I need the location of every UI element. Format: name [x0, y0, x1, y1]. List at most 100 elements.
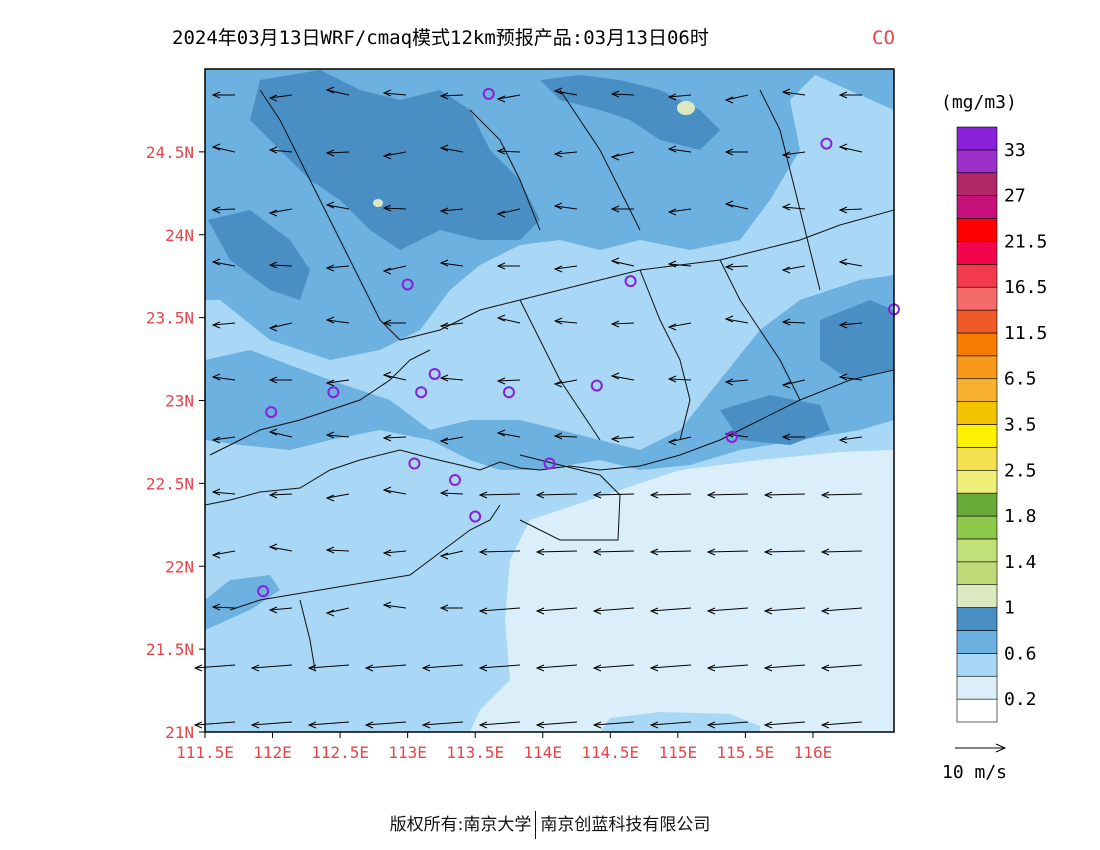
wind-vector [668, 322, 692, 328]
wind-vector-head [307, 721, 317, 729]
lon-tick-label: 115.5E [716, 743, 774, 762]
wind-vector [383, 207, 407, 210]
lat-tick-label: 23N [165, 392, 194, 411]
wind-vector-head [667, 208, 677, 216]
wind-vector [194, 664, 236, 669]
wind-vector [326, 607, 350, 614]
wind-vector [839, 208, 863, 211]
wind-vector [326, 89, 350, 96]
wind-vector [212, 261, 236, 267]
wind-vector [611, 93, 635, 96]
wind-vector-head [211, 603, 221, 611]
lat-tick-label: 23.5N [146, 309, 194, 328]
wind-vector [650, 493, 692, 496]
wind-vector-head [763, 607, 773, 615]
wind-vector-head [838, 91, 848, 99]
wind-vector [611, 260, 635, 267]
wind-vector [440, 262, 464, 267]
wind-vector-head [439, 144, 449, 152]
wind-vector-head [781, 266, 791, 274]
wind-vector [782, 91, 806, 96]
wind-vector-head [724, 263, 734, 271]
wind-vector-head [610, 372, 620, 380]
wind-vector-head [325, 609, 335, 617]
wind-vector-head [724, 378, 734, 386]
wind-vector-head [838, 373, 848, 381]
wind-vector-head [268, 606, 278, 614]
wind-vector-head [364, 664, 374, 672]
wind-vector-head [307, 664, 317, 672]
wind-vector-head [268, 376, 278, 384]
colorbar-swatch [956, 424, 998, 448]
colorbar-swatch [956, 447, 998, 471]
wind-vector [593, 607, 635, 612]
wind-vector-head [667, 145, 677, 153]
wind-vector [326, 434, 350, 438]
wind-vector [326, 204, 350, 210]
lon-tick-label: 113E [388, 743, 427, 762]
colorbar-swatch [956, 126, 998, 151]
wind-vector [440, 208, 464, 212]
colorbar-swatch [956, 332, 998, 357]
wind-vector-head [667, 323, 677, 331]
wind-vector [326, 493, 350, 499]
colorbar-label: 6.5 [1004, 369, 1037, 390]
wind-vector-head [439, 374, 449, 382]
wind-vector [383, 604, 407, 609]
wind-vector-head [706, 664, 716, 672]
wind-vector-field [193, 86, 863, 729]
colorbar-label: 0.2 [1004, 689, 1037, 710]
colorbar-label: 0.6 [1004, 643, 1037, 664]
wind-vector-head [193, 721, 203, 729]
wind-vector [383, 489, 407, 495]
figure-title: 2024年03月13日WRF/cmaq模式12km预报产品:03月13日06时 [172, 27, 709, 49]
wind-vector-head [325, 149, 335, 157]
concentration-patch-west-coast [205, 575, 280, 630]
colorbar-swatch [956, 286, 998, 311]
wind-vector-head [268, 324, 278, 332]
wind-vector-head [610, 435, 620, 443]
wind-vector-head [382, 152, 392, 160]
wind-vector [383, 151, 407, 157]
wind-vector [821, 607, 863, 612]
wind-vector [668, 378, 692, 381]
wind-vector [440, 147, 464, 153]
wind-vector-head [268, 209, 278, 217]
concentration-band-1.4-patch-small [373, 199, 383, 207]
wind-vector-head [649, 607, 659, 615]
wind-vector-head [193, 664, 203, 672]
station-marker [448, 474, 461, 487]
wind-vector [536, 493, 578, 496]
wind-vector-head [382, 601, 392, 609]
colorbar-swatch [956, 195, 998, 219]
wind-vector-head [439, 259, 449, 267]
wind-vector [365, 664, 407, 669]
wind-vector [326, 549, 350, 552]
colorbar-label: 1.8 [1004, 506, 1037, 527]
lon-tick-label: 113.5E [446, 743, 504, 762]
station-marker [265, 406, 278, 419]
wind-vector-head [268, 543, 278, 551]
station-marker [327, 386, 340, 399]
colorbar-swatch [956, 538, 998, 563]
wind-vector [764, 550, 806, 553]
wind-vector-head [724, 148, 734, 156]
wind-vector-head [325, 379, 335, 387]
wind-vector-head [250, 664, 260, 672]
wind-vector-head [211, 551, 221, 559]
wind-vector-head [268, 261, 278, 269]
wind-legend-label: 10 m/s [942, 762, 1007, 783]
wind-vector [269, 208, 293, 214]
wind-vector [725, 318, 749, 324]
wind-vector-head [820, 721, 830, 729]
wind-vector [668, 94, 692, 98]
wind-vector [440, 377, 464, 381]
wind-vector [326, 319, 350, 324]
wind-vector-head [382, 549, 392, 557]
colorbar-swatch [956, 241, 998, 265]
wind-vector [593, 721, 635, 726]
wind-vector [782, 265, 806, 271]
wind-vector [839, 261, 863, 267]
lon-tick-label: 115E [659, 743, 698, 762]
colorbar-swatch [956, 515, 998, 540]
